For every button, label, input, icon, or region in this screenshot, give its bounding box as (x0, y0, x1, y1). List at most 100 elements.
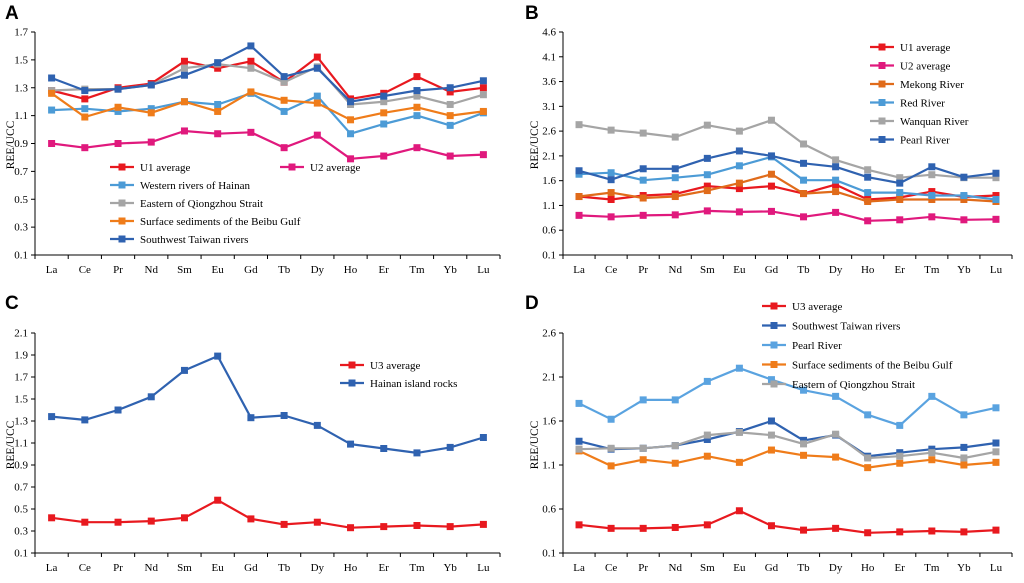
data-point (896, 459, 904, 467)
data-point (446, 112, 454, 120)
legend-label: Surface sediments of the Beibu Gulf (792, 360, 953, 372)
series-mekong-river (575, 170, 1000, 205)
legend-label: U1 average (900, 42, 951, 54)
series-line (578, 119, 996, 179)
data-point (896, 449, 904, 457)
legend-entry: Red River (870, 98, 945, 110)
data-point (735, 364, 743, 372)
data-point (767, 152, 775, 160)
data-point (180, 366, 188, 374)
legend-marker (770, 361, 778, 368)
legend-label: Wanquan River (900, 116, 969, 128)
legend: U1 average U2 average Western rivers of Ha… (110, 162, 361, 246)
series-line (578, 149, 997, 185)
legend-marker (770, 380, 778, 388)
legend-label: Eastern of Qiongzhou Strait (792, 379, 915, 391)
series-hainan-island-rocks (48, 352, 487, 457)
data-point (607, 176, 615, 184)
data-point (992, 174, 1000, 182)
x-tick-label: Sm (700, 264, 715, 276)
data-point (735, 208, 743, 216)
data-point (479, 107, 487, 115)
data-point (607, 524, 615, 532)
data-point (479, 434, 487, 441)
data-point (247, 128, 255, 136)
data-point (607, 213, 615, 221)
data-point (180, 64, 188, 72)
series-pearl-river (575, 147, 1000, 187)
x-tick-label: Ho (344, 264, 358, 276)
data-point (896, 216, 904, 224)
data-point (928, 171, 936, 179)
data-point (413, 92, 421, 100)
x-tick-label: Ce (605, 562, 617, 574)
x-tick-label: Er (895, 264, 906, 276)
legend-label: Hainan island rocks (370, 378, 457, 390)
data-point (896, 528, 904, 536)
y-tick-label: 0.5 (14, 504, 28, 516)
data-point (81, 87, 89, 95)
data-point (800, 140, 808, 148)
y-tick-label: 1.3 (14, 416, 28, 428)
x-tick-label: Lu (477, 264, 490, 276)
data-point (180, 98, 188, 106)
x-tick-label: La (46, 264, 58, 276)
data-point (639, 194, 647, 202)
series-line (51, 355, 484, 454)
legend-entry: U1 average (870, 42, 951, 54)
y-tick-label: 1.3 (14, 82, 28, 94)
x-tick-label: Yb (443, 264, 457, 276)
data-point (280, 73, 288, 81)
data-point (671, 165, 679, 173)
data-point (413, 112, 421, 120)
data-point (735, 458, 743, 466)
data-point (703, 435, 711, 443)
data-point (992, 169, 1000, 177)
x-tick-label: Lu (990, 264, 1003, 276)
legend-marker (878, 99, 886, 106)
y-tick-label: 4.6 (542, 27, 556, 39)
y-tick-label: 1.1 (14, 110, 28, 122)
data-point (703, 187, 711, 195)
data-point (48, 106, 56, 114)
data-point (639, 211, 647, 219)
data-point (800, 190, 808, 198)
data-point (81, 113, 89, 121)
y-tick-label: 2.6 (542, 126, 556, 138)
data-point (671, 459, 679, 467)
data-point (247, 42, 255, 50)
series-line (578, 173, 997, 203)
data-point (347, 524, 355, 532)
legend-label: Pearl River (900, 135, 950, 147)
series-line (51, 92, 484, 135)
series-line (578, 509, 997, 534)
legend-entry: Pearl River (762, 340, 842, 352)
series-line (51, 129, 484, 160)
data-point (832, 181, 840, 189)
x-tick-label: Sm (177, 264, 192, 276)
x-tick-label: Gd (765, 264, 779, 276)
x-tick-label: La (46, 562, 58, 574)
series-pearl-river (575, 364, 1000, 429)
legend-entry: Western rivers of Hainan (110, 180, 250, 192)
data-point (671, 193, 679, 201)
data-point (671, 523, 679, 531)
legend-marker (118, 217, 126, 225)
y-tick-label: 0.6 (542, 504, 556, 516)
data-point (639, 176, 647, 184)
data-point (767, 182, 775, 190)
data-point (639, 524, 647, 532)
data-point (735, 428, 743, 436)
x-tick-label: Eu (212, 562, 225, 574)
data-point (48, 89, 56, 97)
data-point (114, 107, 122, 115)
data-point (81, 95, 89, 103)
data-point (832, 156, 840, 164)
data-point (703, 171, 711, 179)
data-point (147, 105, 155, 113)
series-u3-average (575, 507, 1000, 537)
data-point (671, 396, 679, 404)
data-point (832, 453, 840, 461)
data-point (147, 393, 155, 401)
